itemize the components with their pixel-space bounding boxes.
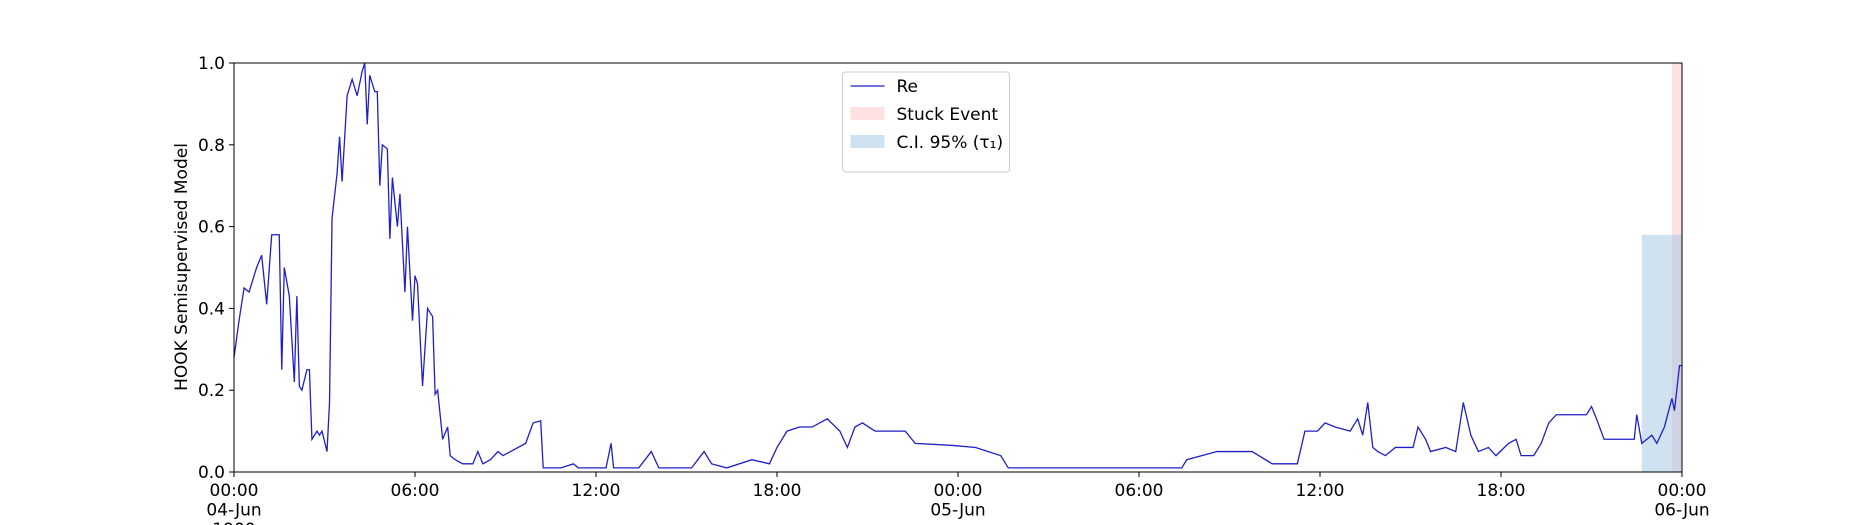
x-tick-label: 18:00 — [753, 481, 802, 501]
y-tick-label: 0.4 — [198, 299, 225, 319]
x-tick-label: 00:00 06-Jun — [1654, 481, 1709, 521]
span — [1641, 234, 1682, 472]
legend-patch — [850, 107, 885, 120]
y-axis-label: HOOK Semisupervised Model — [172, 143, 192, 391]
legend-label: C.I. 95% (τ₁) — [897, 133, 1004, 153]
y-tick-label: 0.0 — [198, 463, 225, 483]
legend-label: Stuck Event — [897, 105, 999, 125]
x-tick-label: 06:00 — [391, 481, 440, 501]
x-tick-label: 18:00 — [1477, 481, 1526, 501]
y-tick-label: 0.2 — [198, 381, 225, 401]
line — [233, 62, 1682, 469]
x-tick-label: 06:00 — [1115, 481, 1164, 501]
y-tick-label: 0.8 — [198, 136, 225, 156]
x-tick-label: 00:00 05-Jun — [930, 481, 985, 521]
legend-patch — [850, 135, 885, 148]
y-tick-label: 1.0 — [198, 54, 225, 74]
legend-label: Re — [897, 77, 919, 97]
y-tick-label: 0.6 — [198, 218, 225, 238]
x-tick-label: 12:00 — [572, 481, 621, 501]
x-tick-label: 12:00 — [1296, 481, 1345, 501]
